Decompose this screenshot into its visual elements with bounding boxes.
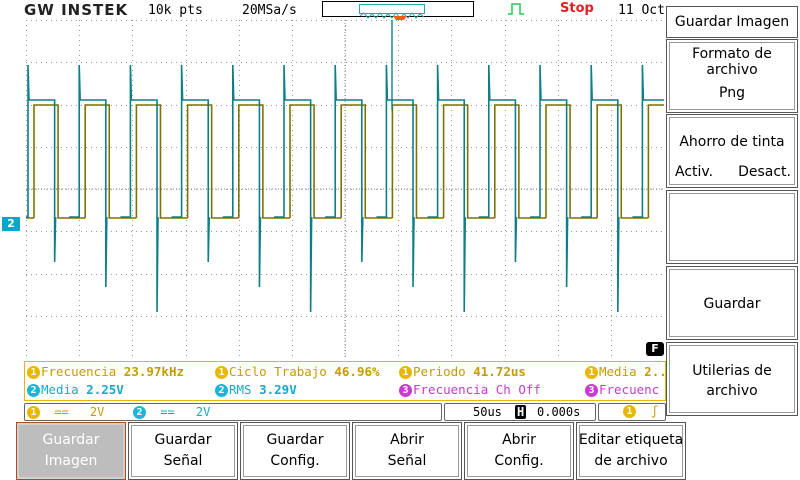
trigger-indicator: 1 ʃ (598, 403, 666, 421)
trigger-slope-icon: ʃ (651, 404, 659, 418)
time-scale: 50us (473, 405, 502, 419)
measurement-item: 3 Frecuencia Ch Off (399, 382, 541, 397)
ch2-indicator: 2 == 2V (133, 405, 210, 419)
recall-waveform-tab[interactable]: Abrir Señal (352, 422, 462, 480)
measurement-item: 1 Frecuencia 23.97kHz (27, 364, 184, 379)
memory-window-indicator (359, 4, 425, 19)
measurement-item: 3 Frecuenc (585, 382, 659, 397)
file-indicator-icon: F (646, 342, 664, 356)
measurement-row: 1 Frecuencia 23.97kHz 1 Ciclo Trabajo 46.9… (25, 363, 667, 381)
recall-setup-tab[interactable]: Abrir Config. (464, 422, 574, 480)
save-setup-tab[interactable]: Guardar Config. (240, 422, 350, 480)
date-label: 11 Oct (618, 3, 665, 18)
measurement-item: 2 RMS 3.29V (215, 382, 297, 397)
timebase-indicator: 50us H 0.000s (444, 403, 596, 421)
horizontal-position: 0.000s (537, 405, 581, 419)
wave-thumbnail-icon (359, 12, 425, 19)
side-menu: Guardar Imagen Formato de archivo Png Ah… (666, 4, 800, 420)
ink-saver-button[interactable]: Ahorro de tinta Activ. Desact. (666, 114, 798, 188)
ch1-coupling: == (54, 405, 69, 419)
save-waveform-tab[interactable]: Guardar Señal (128, 422, 238, 480)
ink-saver-off: Desact. (738, 164, 791, 180)
brand-logo: GW INSTEK (24, 1, 129, 19)
ch1-scale: 2V (89, 405, 105, 419)
empty-side-button[interactable] (666, 190, 798, 264)
record-length: 10k pts (148, 3, 203, 18)
measurement-item: 1 Ciclo Trabajo 46.96% (215, 364, 380, 379)
measurement-panel: 1 Frecuencia 23.97kHz 1 Ciclo Trabajo 46.9… (24, 361, 667, 401)
save-button[interactable]: Guardar (666, 266, 798, 340)
waveform-display (0, 20, 751, 359)
status-bar: GW INSTEK 10k pts 20MSa/s Stop 11 Oct (0, 0, 800, 20)
ch2-waveform (0, 64, 723, 313)
horizontal-icon: H (515, 405, 527, 419)
save-image-tab[interactable]: Guardar Imagen (16, 422, 126, 480)
file-utilities-button[interactable]: Utilerias de archivo (666, 342, 798, 416)
ch1-indicator: 1 == 2V (27, 405, 104, 419)
ch2-ground-marker: 2 (2, 217, 20, 231)
side-menu-title: Guardar Imagen (666, 6, 798, 38)
graticule (0, 20, 751, 359)
memory-position-bar (322, 1, 474, 19)
ch2-coupling: == (160, 405, 175, 419)
ch2-scale: 2V (195, 405, 211, 419)
sample-rate: 20MSa/s (242, 3, 297, 18)
measurement-item: 1 Media 2.. (585, 364, 667, 379)
trigger-source: 1 (623, 405, 636, 418)
ink-saver-on: Activ. (675, 164, 714, 180)
measurement-row: 2 Media 2.25V 2 RMS 3.29V 3 Frecuencia Ch O… (25, 381, 665, 399)
measurement-item: 2 Media 2.25V (27, 382, 124, 397)
file-format-value: Png (719, 85, 745, 101)
measurement-item: 1 Periodo 41.72us (399, 364, 526, 379)
channel-settings-strip: 1 == 2V 2 == 2V (24, 403, 442, 421)
file-format-button[interactable]: Formato de archivo Png (666, 39, 798, 113)
run-status: Stop (560, 1, 594, 16)
edit-file-label-tab[interactable]: Editar etiqueta de archivo (576, 422, 686, 480)
trigger-edge-icon (508, 3, 524, 15)
